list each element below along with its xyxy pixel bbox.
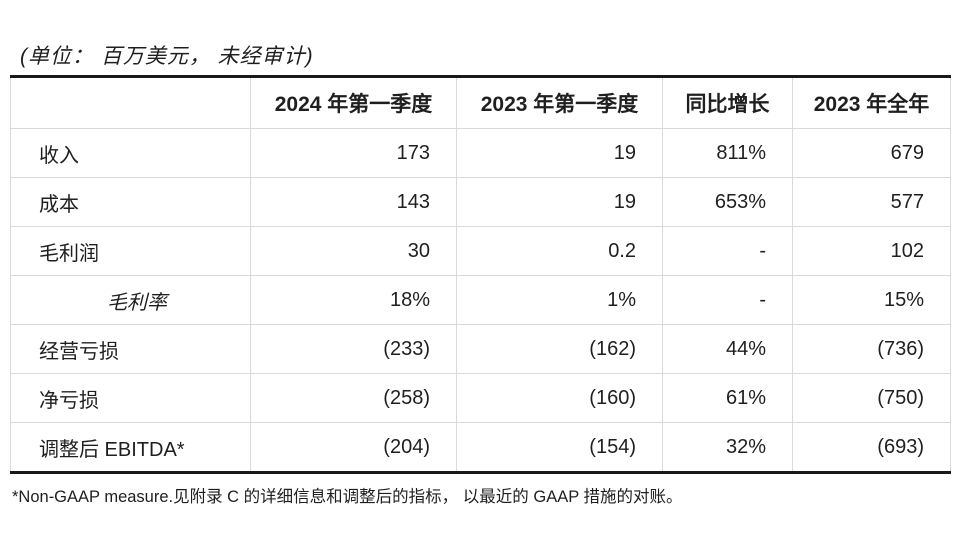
gross-profit-yoy: -: [662, 226, 793, 276]
gross-profit-fy-2023: 102: [792, 226, 951, 276]
gross-margin-fy-2023: 15%: [792, 275, 951, 325]
operating-loss-q1-2023: (162): [456, 324, 663, 374]
adjusted-ebitda-q1-2024: (204): [250, 422, 457, 473]
row-label-net-loss: 净亏损: [10, 373, 251, 423]
gross-profit-q1-2023: 0.2: [456, 226, 663, 276]
gross-margin-q1-2023: 1%: [456, 275, 663, 325]
gross-profit-q1-2024: 30: [250, 226, 457, 276]
row-label-adjusted-ebitda: 调整后 EBITDA*: [10, 422, 251, 473]
revenue-yoy: 811%: [662, 128, 793, 178]
row-label-cost: 成本: [10, 177, 251, 227]
revenue-fy-2023: 679: [792, 128, 951, 178]
adjusted-ebitda-yoy: 32%: [662, 422, 793, 473]
operating-loss-yoy: 44%: [662, 324, 793, 374]
column-header-q1-2023: 2023 年第一季度: [456, 76, 663, 129]
column-header-q1-2024: 2024 年第一季度: [250, 76, 457, 129]
table-row-adjusted-ebitda: 调整后 EBITDA* (204) (154) 32% (693): [10, 422, 951, 473]
gross-margin-q1-2024: 18%: [250, 275, 457, 325]
table-row-operating-loss: 经营亏损 (233) (162) 44% (736): [10, 324, 951, 374]
non-gaap-footnote: *Non-GAAP measure.见附录 C 的详细信息和调整后的指标， 以最…: [12, 488, 683, 506]
cost-fy-2023: 577: [792, 177, 951, 227]
table-row-gross-profit: 毛利润 30 0.2 - 102: [10, 226, 951, 276]
row-label-operating-loss: 经营亏损: [10, 324, 251, 374]
gross-margin-yoy: -: [662, 275, 793, 325]
adjusted-ebitda-q1-2023: (154): [456, 422, 663, 473]
adjusted-ebitda-fy-2023: (693): [792, 422, 951, 473]
net-loss-q1-2023: (160): [456, 373, 663, 423]
financial-results-table: 2024 年第一季度 2023 年第一季度 同比增长 2023 年全年 收入 1…: [10, 75, 951, 474]
cost-q1-2024: 143: [250, 177, 457, 227]
table-row-revenue: 收入 173 19 811% 679: [10, 128, 951, 178]
row-label-gross-profit: 毛利润: [10, 226, 251, 276]
row-label-revenue: 收入: [10, 128, 251, 178]
revenue-q1-2024: 173: [250, 128, 457, 178]
table-row-gross-margin: 毛利率 18% 1% - 15%: [10, 275, 951, 325]
row-label-gross-margin: 毛利率: [10, 275, 251, 325]
cost-yoy: 653%: [662, 177, 793, 227]
net-loss-q1-2024: (258): [250, 373, 457, 423]
operating-loss-fy-2023: (736): [792, 324, 951, 374]
header-row: 2024 年第一季度 2023 年第一季度 同比增长 2023 年全年: [10, 76, 951, 129]
revenue-q1-2023: 19: [456, 128, 663, 178]
column-header-yoy-growth: 同比增长: [662, 76, 793, 129]
column-header-blank: [10, 76, 251, 129]
table-row-cost: 成本 143 19 653% 577: [10, 177, 951, 227]
column-header-fy-2023: 2023 年全年: [792, 76, 951, 129]
unit-note: (单位： 百万美元， 未经审计): [20, 45, 314, 68]
net-loss-yoy: 61%: [662, 373, 793, 423]
net-loss-fy-2023: (750): [792, 373, 951, 423]
operating-loss-q1-2024: (233): [250, 324, 457, 374]
table-row-net-loss: 净亏损 (258) (160) 61% (750): [10, 373, 951, 423]
cost-q1-2023: 19: [456, 177, 663, 227]
